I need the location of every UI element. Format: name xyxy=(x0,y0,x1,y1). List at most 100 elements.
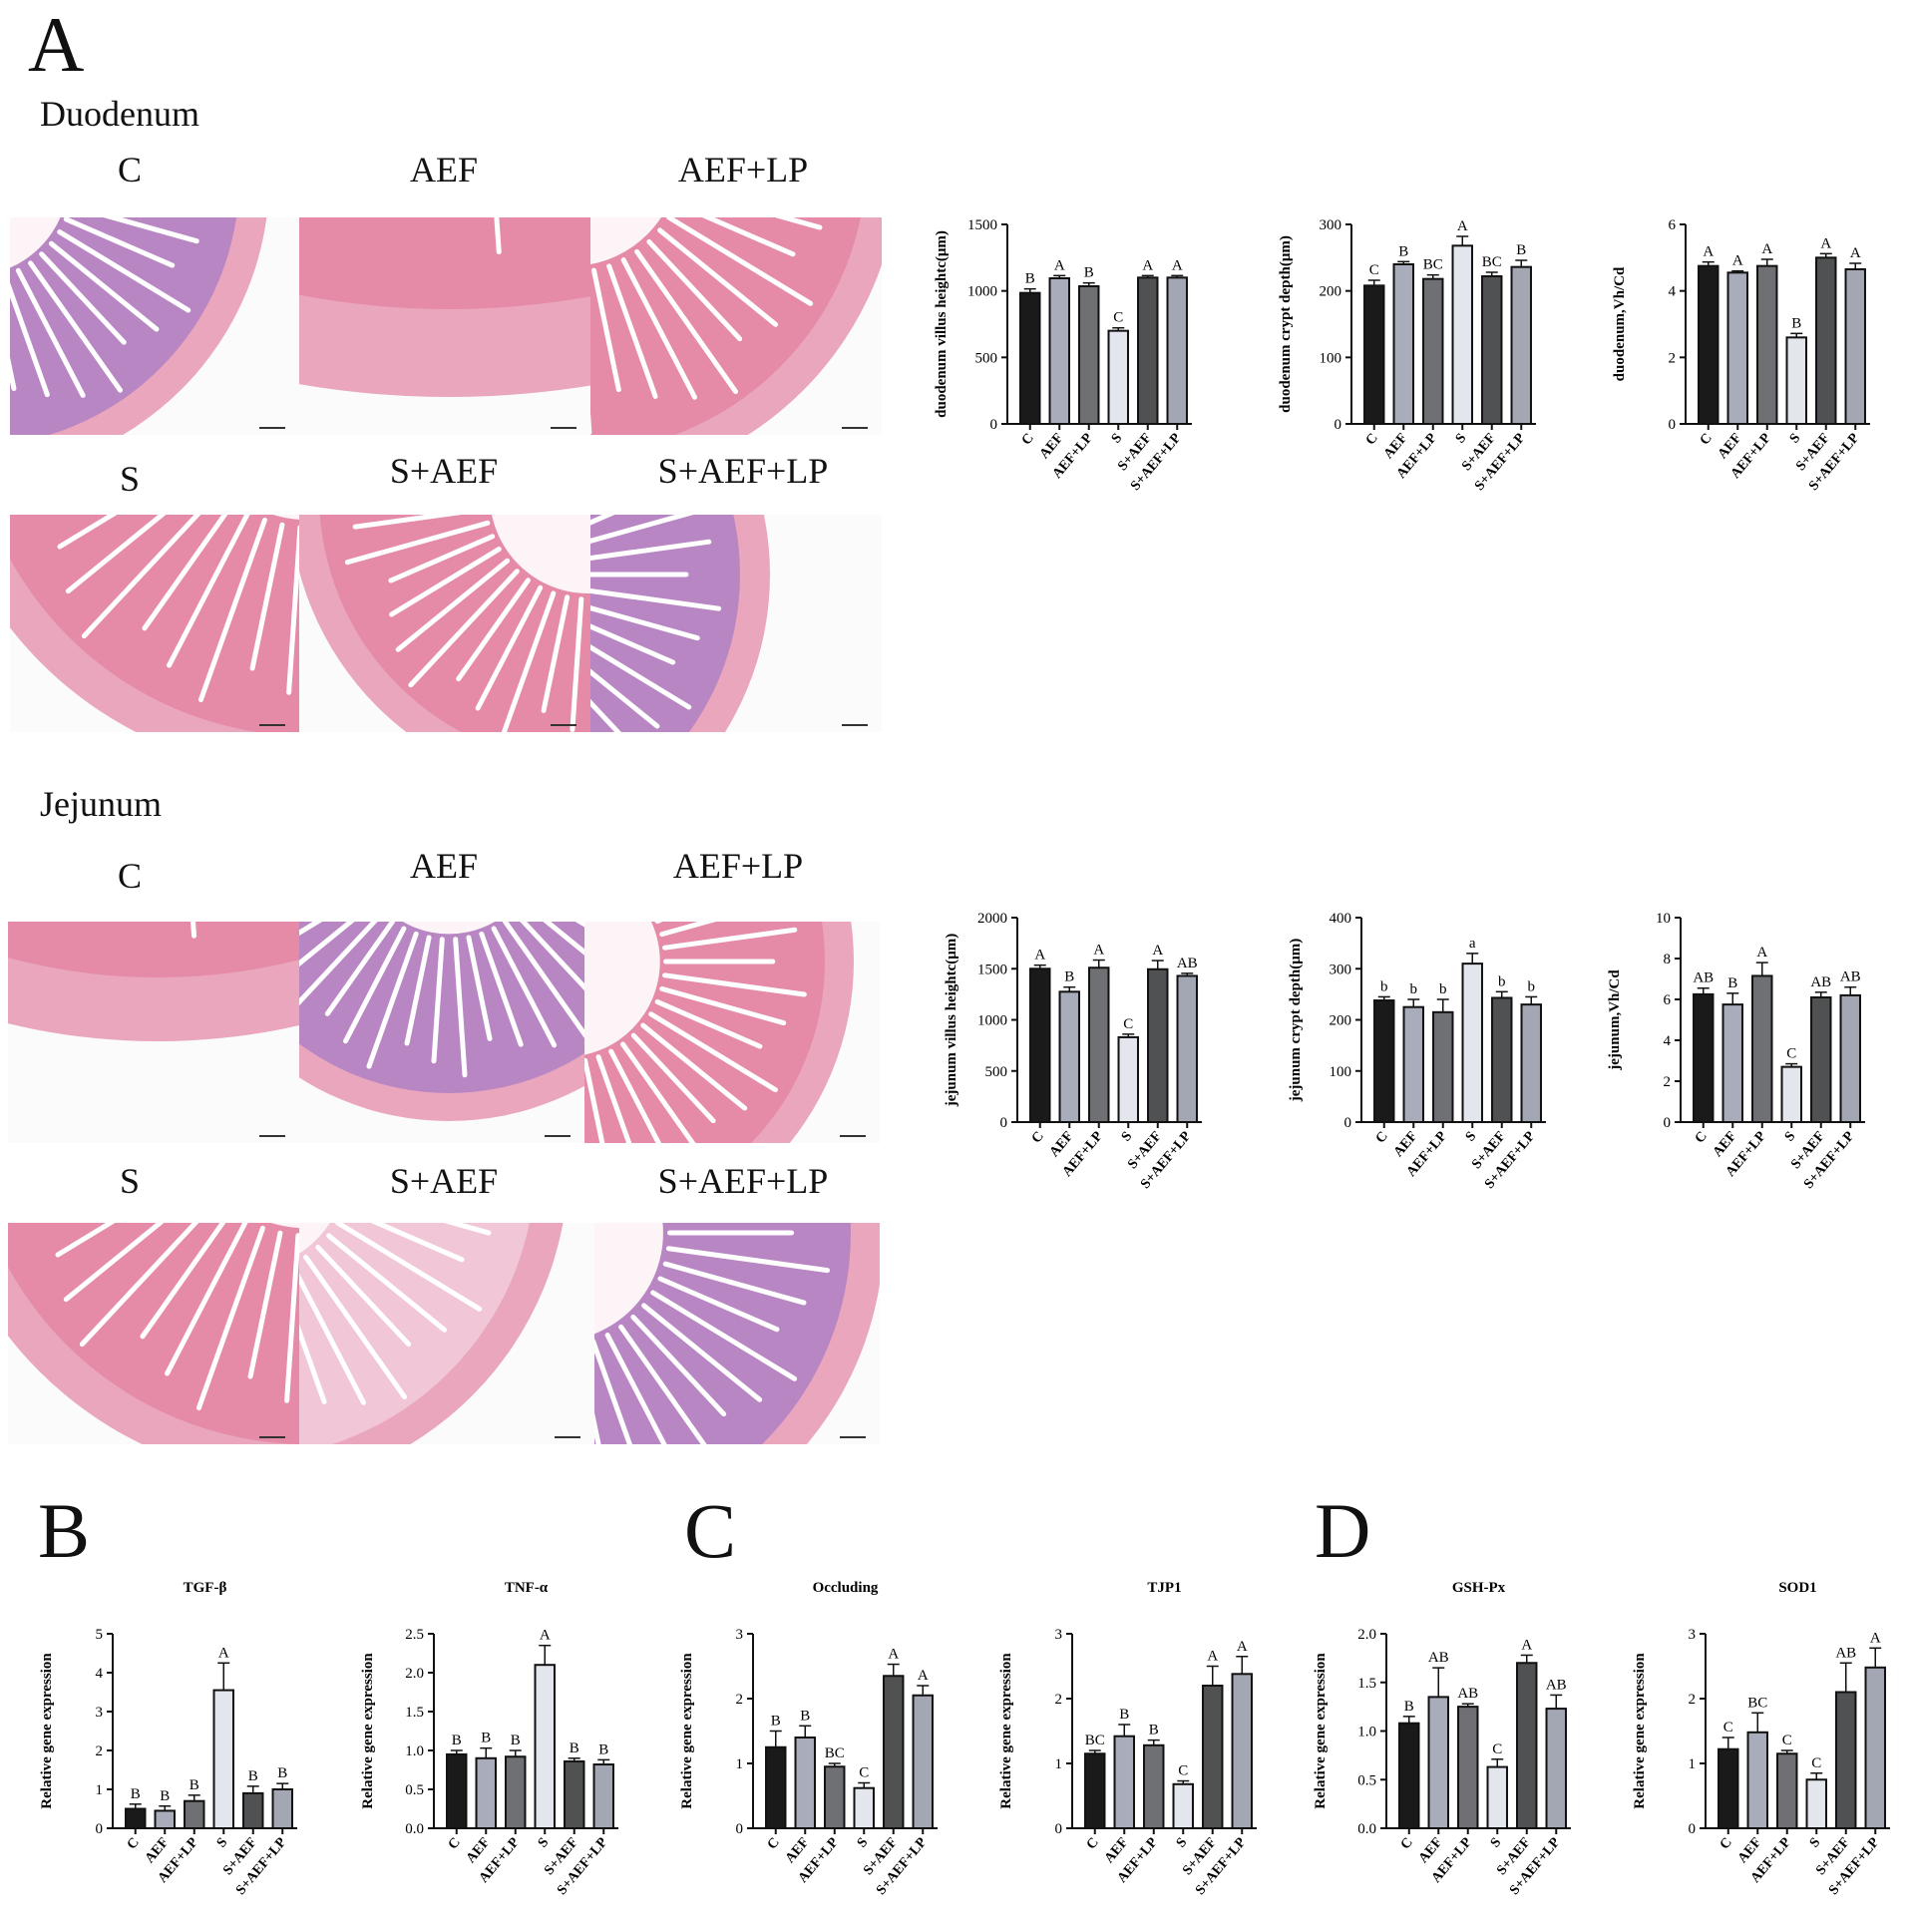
bar xyxy=(1746,1731,1768,1829)
duo-label-s-aef-lp: S+AEF+LP xyxy=(657,451,829,491)
significance-letter: B xyxy=(598,1741,608,1757)
y-tick-label: 4 xyxy=(96,1666,104,1682)
significance-letter: AB xyxy=(1428,1650,1449,1666)
chart-title: TGF-β xyxy=(184,1580,227,1596)
y-tick-label: 0.0 xyxy=(1357,1821,1376,1837)
chart-title: TJP1 xyxy=(1147,1580,1181,1596)
bar xyxy=(154,1809,176,1829)
y-tick-label: 3 xyxy=(1055,1627,1063,1643)
bar xyxy=(1137,276,1159,426)
bar xyxy=(242,1791,264,1829)
bar xyxy=(1048,277,1070,425)
chart-title: TNF-α xyxy=(505,1580,549,1596)
significance-letter: A xyxy=(918,1668,929,1684)
y-tick-label: 2.0 xyxy=(405,1666,424,1682)
significance-letter: BC xyxy=(825,1745,845,1761)
y-tick-label: 10 xyxy=(1656,911,1671,927)
y-tick-label: 2 xyxy=(1664,1074,1672,1090)
y-tick-label: 6 xyxy=(1664,992,1672,1008)
histology-image-jejunum-aef xyxy=(299,922,584,1143)
bar xyxy=(1491,996,1513,1123)
bar xyxy=(1107,329,1129,426)
y-tick-label: 300 xyxy=(1330,962,1352,977)
bar xyxy=(1776,1752,1798,1829)
chart-gsh-px: GSH-Px Relative gene expression 0.0 0.5 1.0 1… xyxy=(1313,1580,1571,1898)
y-tick-label: 0 xyxy=(1664,1115,1672,1131)
x-tick-label: S xyxy=(1488,1835,1505,1851)
bar xyxy=(1113,1735,1135,1829)
chart-jejunum-vh-cd: jejunum,Vh/Cd0246810ABCBAEFAAEF+LPCSABS+… xyxy=(1607,911,1865,1192)
y-tick-label: 1 xyxy=(1689,1756,1697,1772)
x-tick-label: C xyxy=(1698,431,1716,448)
y-tick-label: 0 xyxy=(1344,1115,1352,1131)
bar xyxy=(125,1807,147,1829)
significance-letter: B xyxy=(1084,265,1094,281)
duo-label-s: S xyxy=(119,459,141,499)
y-axis-label: duodenum,Vh/Cd xyxy=(1612,266,1628,381)
y-tick-label: 1 xyxy=(736,1756,744,1772)
bar xyxy=(1726,271,1748,426)
bar xyxy=(765,1745,787,1829)
y-tick-label: 2 xyxy=(1055,1692,1063,1708)
significance-letter: B xyxy=(570,1740,579,1756)
y-axis-label: jejunum villus heightc(μm) xyxy=(944,934,959,1108)
bar xyxy=(564,1759,585,1829)
y-tick-label: 1.0 xyxy=(1357,1725,1376,1740)
bar xyxy=(1427,1696,1449,1829)
jej-label-s: S xyxy=(119,1161,141,1201)
bar xyxy=(1019,291,1041,425)
y-tick-label: 3 xyxy=(736,1627,744,1643)
bar xyxy=(1166,276,1188,426)
significance-letter: BC xyxy=(1482,254,1502,270)
scale-bar xyxy=(259,1436,285,1438)
significance-letter: B xyxy=(452,1733,462,1748)
bar xyxy=(1461,963,1483,1123)
y-tick-label: 100 xyxy=(1330,1064,1352,1080)
significance-letter: AB xyxy=(1835,1645,1856,1661)
y-tick-label: 1.0 xyxy=(405,1743,424,1759)
bar xyxy=(1176,974,1198,1123)
x-tick-label: C xyxy=(1373,1129,1391,1146)
y-tick-label: 1000 xyxy=(967,284,997,300)
jej-label-aef: AEF xyxy=(409,846,478,886)
bar xyxy=(1363,284,1385,426)
bar xyxy=(1078,285,1100,425)
y-tick-label: 0.0 xyxy=(405,1821,424,1837)
histology-image-duodenum-c xyxy=(10,217,299,435)
y-tick-label: 1500 xyxy=(977,962,1007,977)
y-tick-label: 2 xyxy=(96,1743,104,1759)
histology-image-jejunum-c xyxy=(8,922,299,1143)
y-tick-label: 0 xyxy=(1669,417,1677,433)
significance-letter: C xyxy=(1123,1016,1133,1032)
x-tick-label: C xyxy=(1363,431,1381,448)
bar xyxy=(1457,1706,1479,1829)
bar xyxy=(446,1752,468,1829)
scale-bar xyxy=(551,724,576,726)
y-tick-label: 2.0 xyxy=(1357,1627,1376,1643)
panel-letter-c: C xyxy=(684,1487,737,1574)
significance-letter: A xyxy=(1172,257,1183,273)
significance-letter: A xyxy=(218,1645,229,1661)
significance-letter: C xyxy=(1723,1720,1733,1736)
chart-tnf-alpha: TNF-α Relative gene expression 0.0 0.5 1.0 1.… xyxy=(360,1580,618,1898)
significance-letter: C xyxy=(1113,310,1123,326)
y-tick-label: 2000 xyxy=(977,911,1007,927)
y-axis-label: Relative gene expression xyxy=(39,1653,55,1809)
bar xyxy=(1718,1747,1739,1829)
histology-image-jejunum-s xyxy=(8,1223,299,1444)
y-tick-label: 2 xyxy=(1669,350,1677,366)
scale-bar xyxy=(842,427,868,429)
bar xyxy=(1785,336,1807,425)
histology-image-jejunum-s-aef xyxy=(299,1223,594,1444)
scale-bar xyxy=(545,1135,571,1137)
bar xyxy=(794,1737,816,1829)
x-tick-label: S xyxy=(1453,431,1470,447)
bar xyxy=(1693,992,1715,1123)
y-axis-label: Relative gene expression xyxy=(360,1653,376,1809)
y-tick-label: 200 xyxy=(1320,284,1342,300)
x-tick-label: S xyxy=(1463,1129,1480,1145)
significance-letter: A xyxy=(1457,218,1468,234)
x-tick-label: C xyxy=(125,1835,143,1852)
